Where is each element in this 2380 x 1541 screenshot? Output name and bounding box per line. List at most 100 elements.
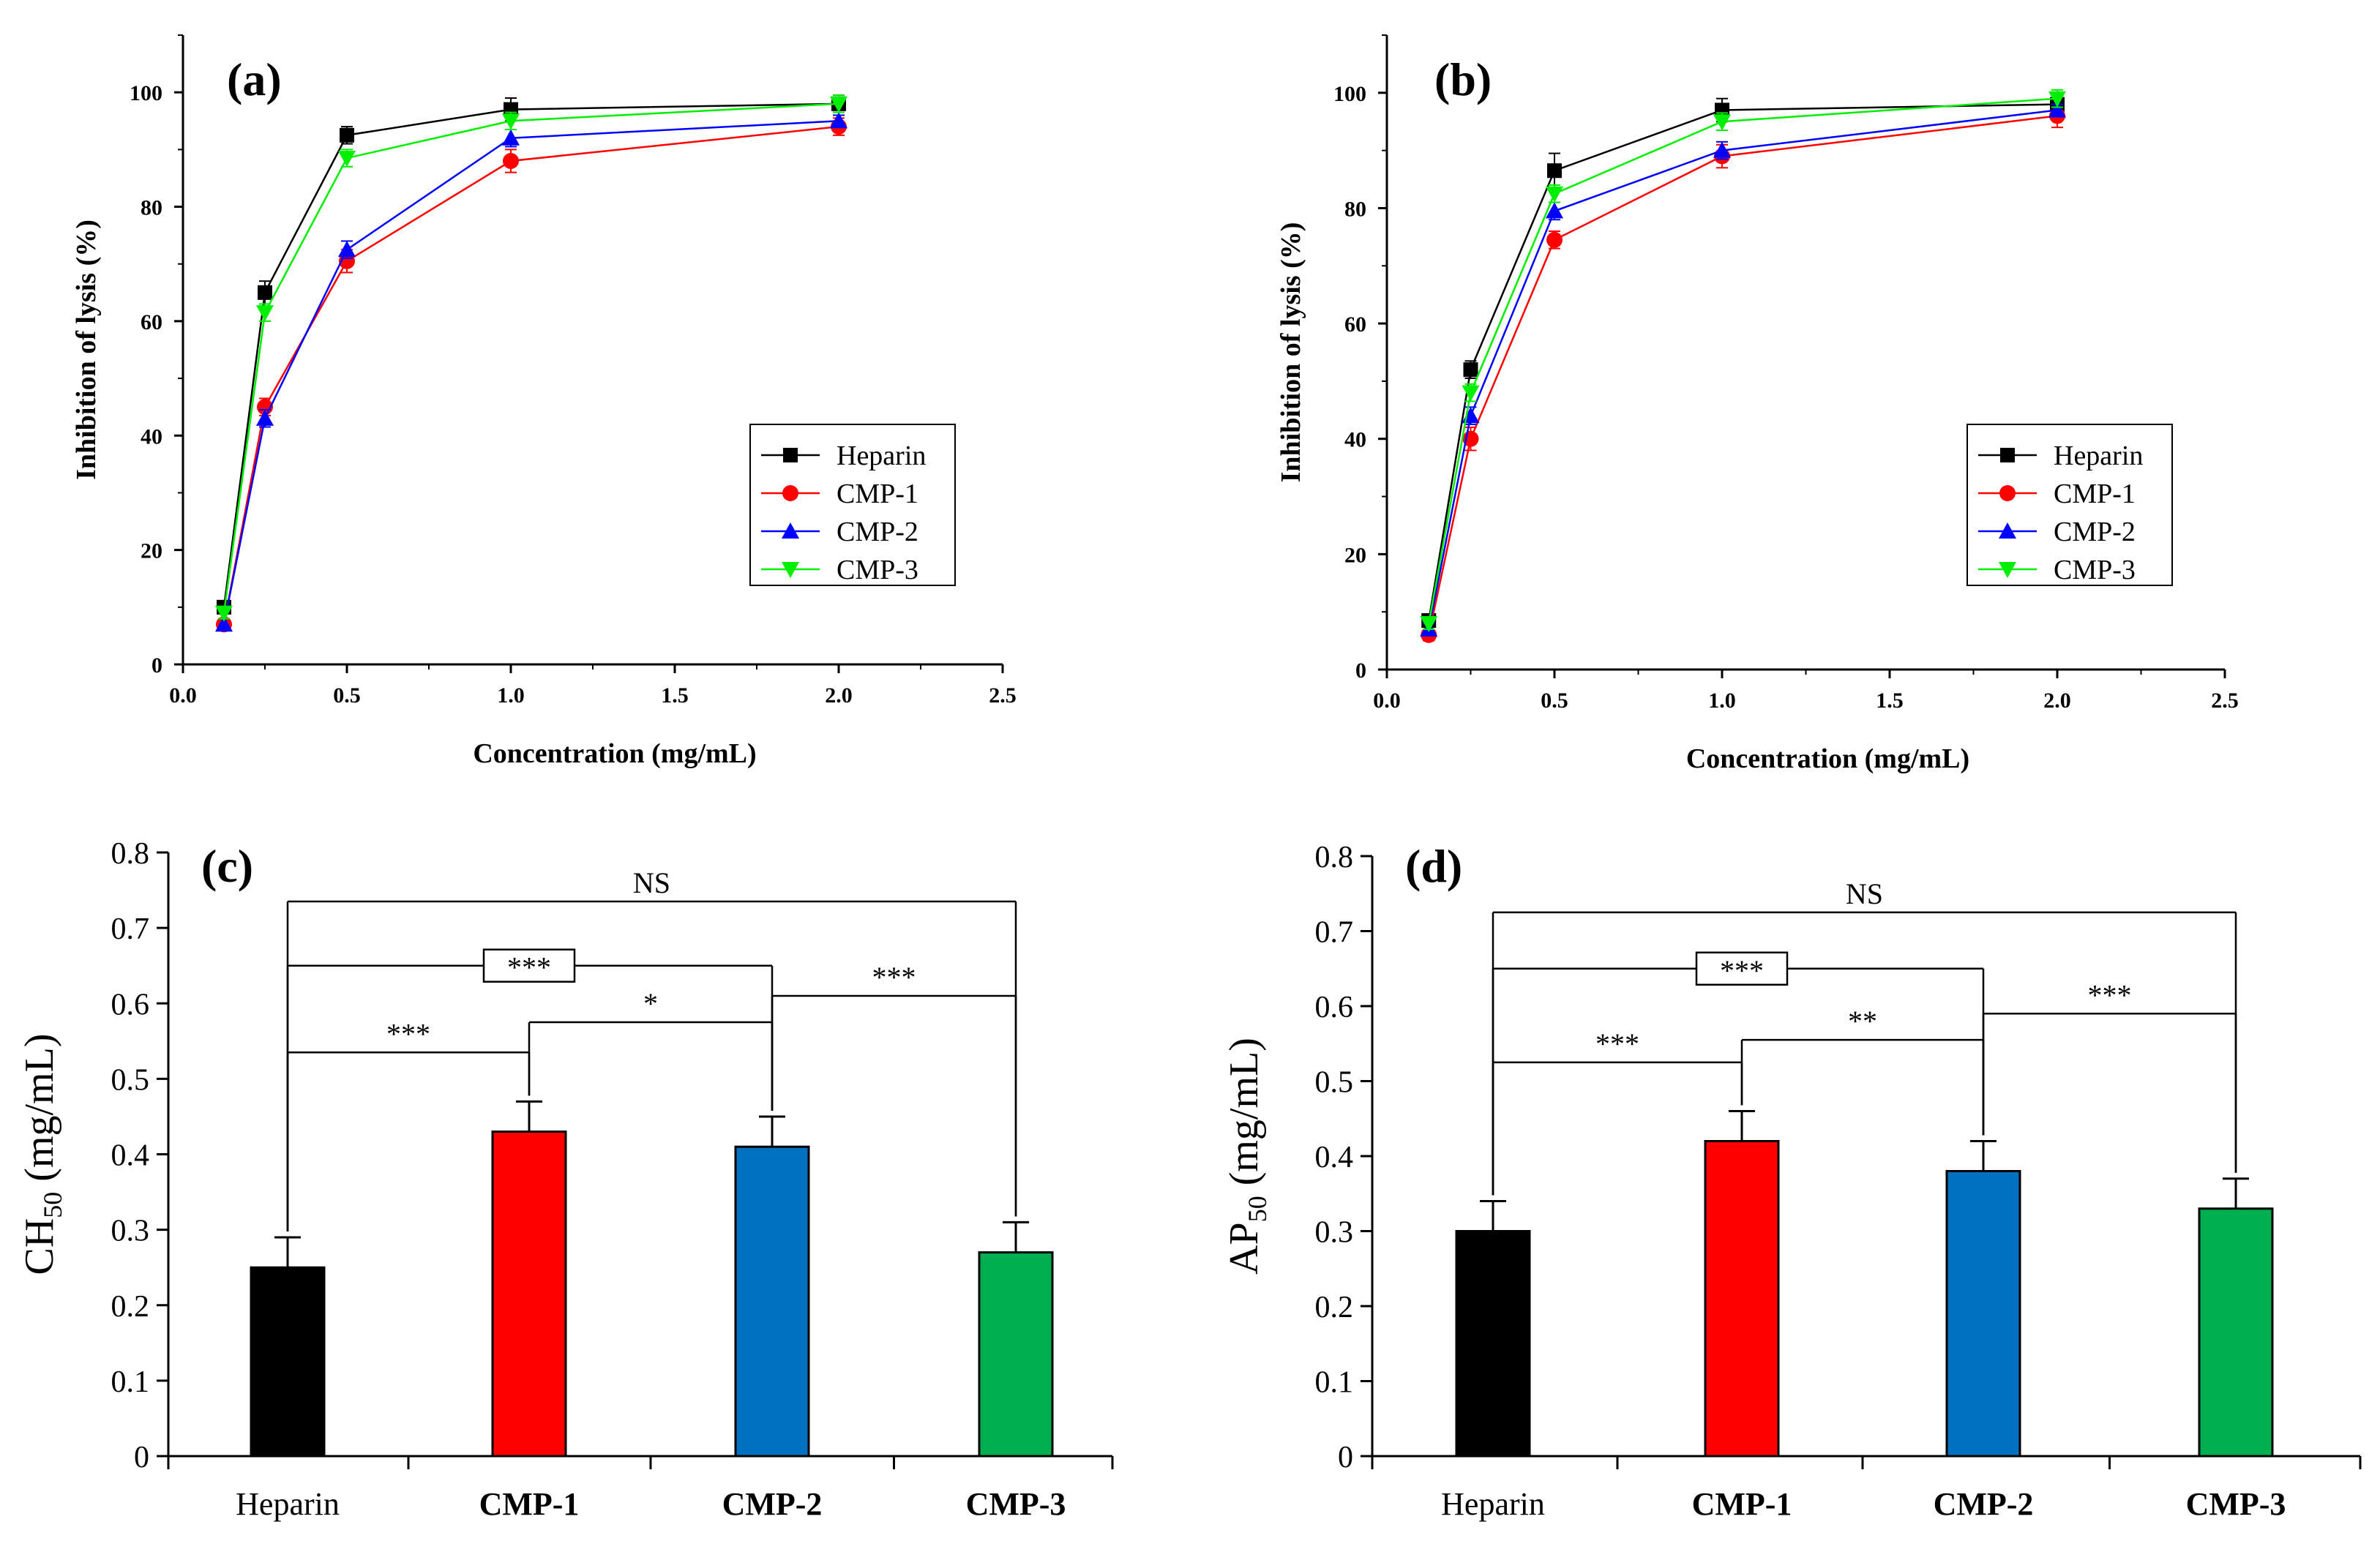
legend-label: Heparin [2054, 440, 2143, 471]
legend-marker [783, 448, 798, 462]
legend-label: Heparin [837, 440, 926, 471]
x-tick-label: 2.0 [825, 683, 853, 708]
y-tick-label: 0.6 [111, 988, 150, 1021]
data-point [1713, 114, 1731, 131]
y-axis-title-main: CH [17, 1218, 62, 1275]
data-point [1546, 202, 1563, 219]
data-point [338, 241, 356, 258]
y-tick-label: 80 [1344, 197, 1366, 221]
data-point [2048, 101, 2066, 118]
data-point [830, 112, 847, 129]
y-tick-label: 0 [151, 653, 162, 678]
data-point [1462, 385, 1480, 402]
category-label: CMP-2 [722, 1486, 823, 1522]
category-label: CMP-3 [2186, 1486, 2286, 1522]
y-tick-label: 0.3 [1315, 1216, 1354, 1250]
y-axis-title: AP50 (mg/mL) [1221, 1038, 1272, 1275]
y-tick-label: 60 [141, 310, 162, 334]
significance-bracket: *** [771, 961, 1017, 1217]
data-point [830, 96, 847, 113]
legend-marker [782, 485, 798, 501]
y-tick-label: 0.5 [111, 1063, 150, 1097]
y-tick-label: 60 [1344, 312, 1366, 337]
chart-panel-d: 0 0.1 0.2 0.3 0.4 0.5 0.6 0.7 0.8 AP50 (mg/mL) (d)… [1221, 840, 2362, 1522]
legend-label: CMP-2 [2054, 517, 2136, 547]
y-tick-label: 40 [1344, 428, 1366, 452]
y-tick-label: 0.4 [111, 1139, 150, 1173]
y-tick-label: 0 [1338, 1441, 1353, 1474]
legend: Heparin CMP-1 CMP-2 CMP-3 [1967, 424, 2173, 586]
data-point [503, 153, 519, 169]
y-tick-label: 20 [1344, 543, 1366, 567]
significance-label: *** [1720, 954, 1764, 987]
data-point [1420, 615, 1438, 632]
series-line [1428, 115, 2058, 635]
x-tick-label: 2.5 [2211, 689, 2239, 713]
data-point [338, 151, 356, 168]
data-point [256, 409, 274, 426]
data-point [502, 129, 520, 146]
series-line [222, 102, 839, 613]
legend-label: CMP-2 [837, 517, 918, 547]
category-label: CMP-1 [479, 1486, 580, 1522]
bar-cmp-3 [2198, 1207, 2274, 1458]
significance-bracket: *** [286, 1017, 531, 1231]
x-axis-title: Concentration (mg/mL) [1686, 743, 1969, 774]
y-tick-label: 0.2 [1315, 1291, 1354, 1324]
y-tick-label: 0.1 [1315, 1366, 1354, 1400]
bar-cmp-3 [978, 1251, 1054, 1458]
y-tick-label: 0.1 [111, 1365, 150, 1399]
y-tick-label: 0 [134, 1441, 149, 1474]
category-label: CMP-2 [1934, 1486, 2034, 1522]
y-tick-label: 80 [141, 196, 162, 220]
y-tick-label: 0.8 [1315, 841, 1354, 874]
data-point [340, 127, 354, 143]
series-cmp-3 [215, 94, 847, 622]
y-tick-label: 0.7 [111, 912, 150, 946]
y-axis-title-subscript: 50 [38, 1192, 67, 1218]
series-line [222, 125, 839, 625]
x-tick-label: 1.5 [661, 683, 689, 708]
y-axis-title: CH50 (mg/mL) [17, 1034, 67, 1275]
category-label: CMP-1 [1692, 1486, 1792, 1522]
data-point [1546, 231, 1563, 248]
series-cmp-3 [1420, 89, 2066, 632]
significance-label: *** [386, 1017, 430, 1050]
y-tick-label: 0.5 [1315, 1066, 1354, 1100]
y-tick-label: 0.3 [111, 1215, 150, 1248]
series-line [1428, 109, 2058, 630]
significance-label: *** [1595, 1027, 1639, 1060]
panel-label: (b) [1434, 53, 1492, 105]
legend-marker [1999, 522, 2016, 539]
significance-bracket: *** [1982, 978, 2237, 1173]
significance-bracket: NS [1492, 877, 2237, 1196]
data-point [1463, 362, 1478, 378]
y-tick-label: 40 [141, 424, 162, 449]
data-point [2048, 91, 2066, 108]
legend-marker [782, 562, 799, 578]
panel-label: (d) [1405, 840, 1462, 892]
significance-label: ** [1848, 1005, 1877, 1038]
chart-panel-b: 0.0 0.5 1.0 1.5 2.0 2.5 0 20 40 60 80 100 Concentrat… [1276, 34, 2239, 774]
y-axis-title-unit: (mg/mL) [1221, 1038, 1267, 1196]
y-tick-label: 0.4 [1315, 1141, 1354, 1174]
x-tick-label: 2.5 [989, 683, 1017, 708]
significance-label: * [643, 987, 658, 1020]
x-tick-label: 0.5 [1541, 689, 1568, 713]
y-tick-label: 100 [1333, 82, 1366, 106]
y-axis-title: Inhibition of lysis (%) [71, 220, 102, 480]
x-tick-label: 0.0 [169, 683, 197, 708]
significance-bracket: * [528, 987, 774, 1111]
category-label: CMP-3 [966, 1486, 1066, 1522]
data-point [1546, 186, 1563, 203]
significance-label: *** [2088, 978, 2132, 1011]
data-point [215, 615, 233, 632]
data-point [1715, 102, 1729, 118]
legend-label: CMP-3 [2054, 555, 2136, 585]
chart-panel-c: 0 0.1 0.2 0.3 0.4 0.5 0.6 0.7 0.8 CH50 (mg/mL) (c)… [17, 837, 1114, 1522]
bar-cmp-1 [491, 1131, 567, 1458]
significance-bracket: *** [1492, 1027, 1743, 1196]
chart-panel-a: 0.0 0.5 1.0 1.5 2.0 2.5 0 20 40 60 80 100 Concentrat… [71, 34, 1017, 769]
panel-label: (a) [227, 53, 282, 105]
legend-marker [2000, 448, 2015, 462]
